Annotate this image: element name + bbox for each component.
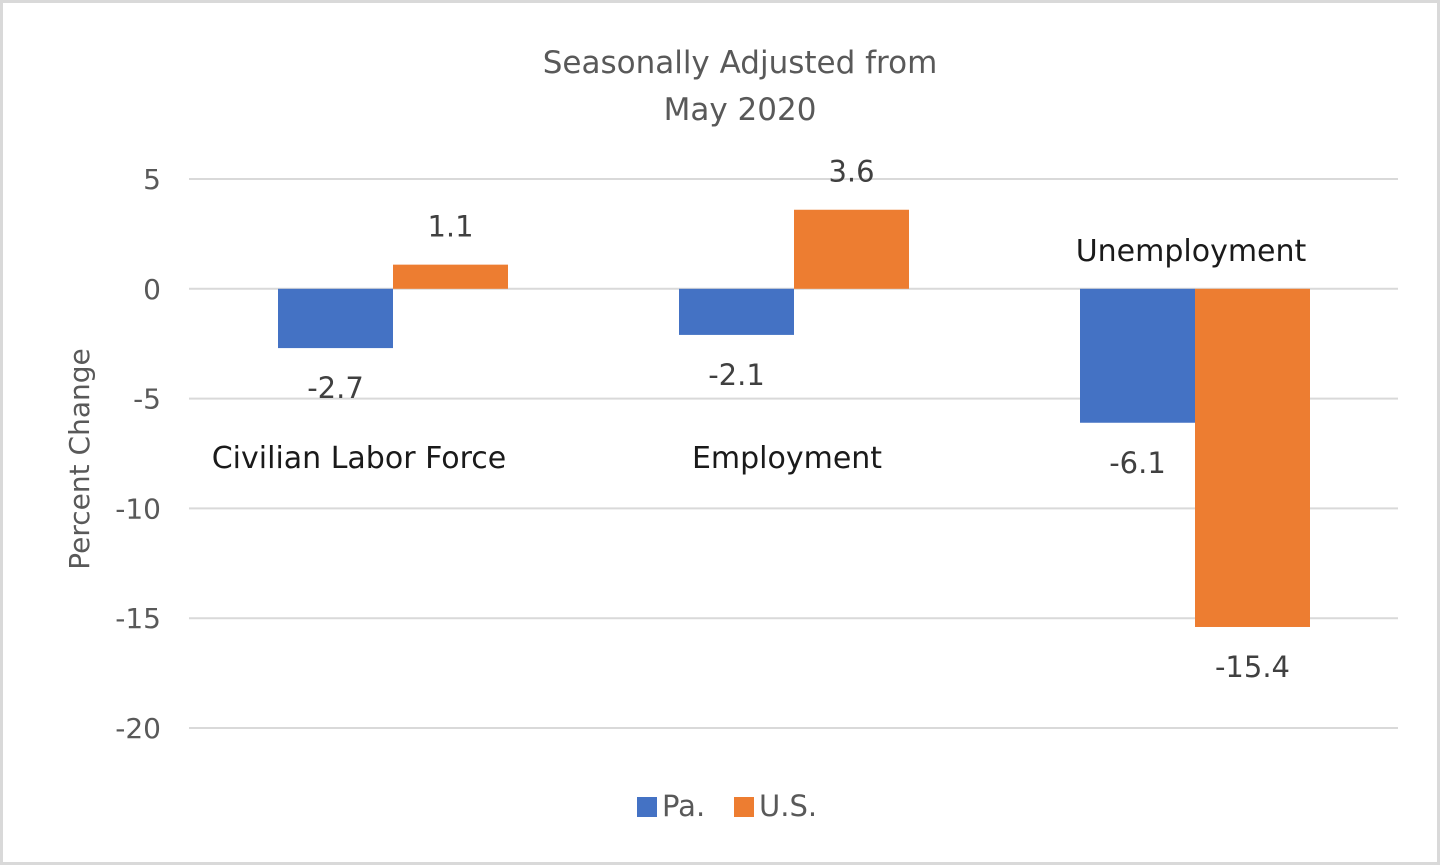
data-label-pa-2: -6.1 (1109, 446, 1166, 480)
y-axis-ticks: 5 0 -5 -10 -15 -20 (115, 163, 161, 745)
bar-pa-2 (1080, 288, 1195, 423)
y-tick-label: -15 (115, 602, 161, 635)
bar-us-2 (1195, 288, 1310, 627)
y-tick-label: 0 (143, 273, 161, 306)
bars (278, 209, 1310, 627)
y-tick-label: -20 (115, 712, 161, 745)
bar-us-1 (794, 209, 909, 289)
data-label-us-2: -15.4 (1215, 650, 1290, 684)
data-label-pa-0: -2.7 (307, 371, 364, 405)
y-tick-label: 5 (143, 163, 161, 196)
legend-item-us-label: U.S. (759, 789, 817, 823)
chart-subtitle: May 2020 (664, 92, 817, 128)
legend: Pa. U.S. (637, 789, 817, 823)
category-labels: Civilian Labor Force Employment Unemployme… (212, 234, 1307, 476)
bar-pa-1 (679, 288, 794, 335)
bar-us-0 (393, 264, 508, 289)
legend-item-pa-swatch (637, 797, 657, 817)
legend-item-pa-label: Pa. (662, 789, 705, 823)
bar-pa-0 (278, 288, 393, 349)
category-label-1: Employment (692, 441, 882, 476)
chart-title: Seasonally Adjusted from (543, 45, 938, 81)
data-labels: -2.7 -2.1 -6.1 1.1 3.6 -15.4 (307, 155, 1290, 684)
category-label-0: Civilian Labor Force (212, 441, 507, 476)
data-label-us-1: 3.6 (828, 155, 874, 189)
y-tick-label: -10 (115, 492, 161, 525)
y-axis-title: Percent Change (63, 348, 96, 569)
category-label-2: Unemployment (1076, 234, 1307, 269)
data-label-us-0: 1.1 (427, 210, 473, 244)
data-label-pa-1: -2.1 (708, 358, 765, 392)
legend-item-us-swatch (734, 797, 754, 817)
chart-svg: Seasonally Adjusted from May 2020 5 0 -5 -1… (63, 45, 1398, 823)
y-tick-label: -5 (133, 383, 161, 416)
